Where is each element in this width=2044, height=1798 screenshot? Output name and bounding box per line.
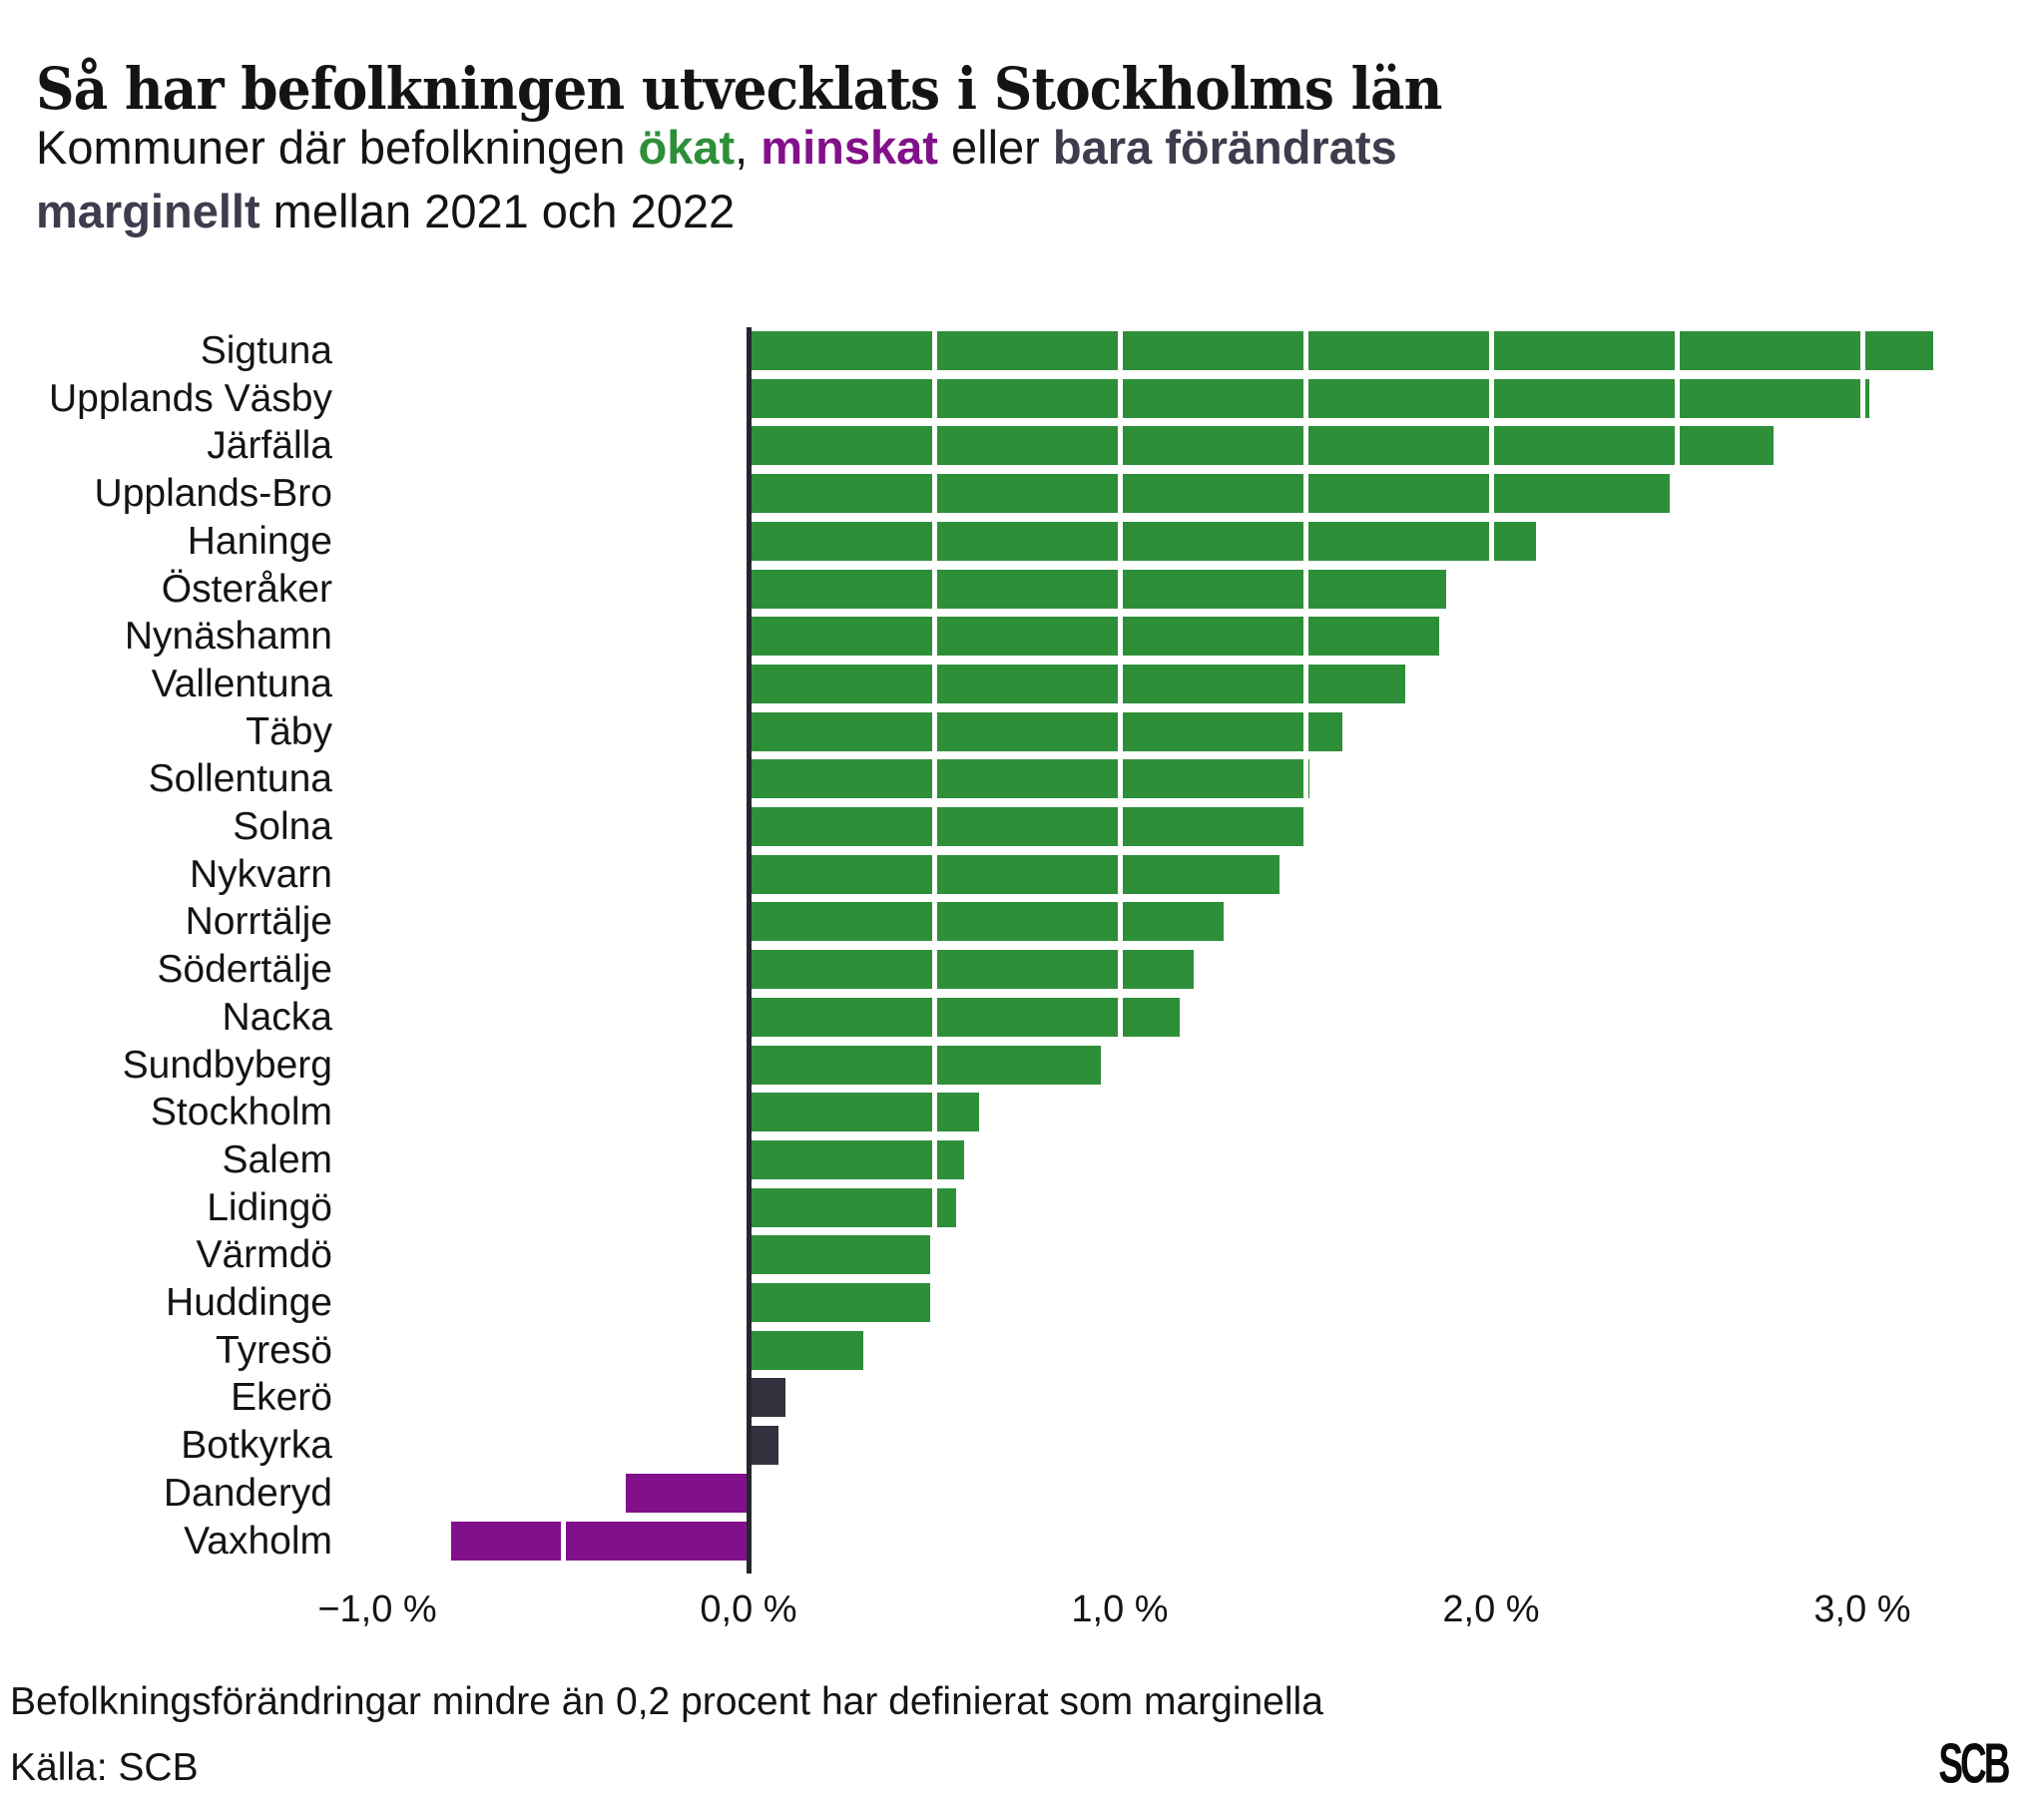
bar-sigtuna [749,331,1933,370]
subtitle-segment-green: ökat [638,121,736,174]
x-tick-label: 0,0 % [700,1588,797,1630]
bar--ster-ker [749,569,1447,609]
category-label-sigtuna: Sigtuna [200,329,332,372]
bar-nacka [749,997,1180,1037]
x-tick-label: 3,0 % [1813,1588,1911,1630]
chart-subtitle: Kommuner där befolkningen ökat, minskat … [36,116,1613,243]
category-label-s-dert-lje: Södertälje [157,948,332,992]
footnote: Befolkningsförändringar mindre än 0,2 pr… [10,1680,1323,1723]
scb-logo: SCB [1938,1731,2011,1795]
bar-j-rf-lla [749,426,1774,466]
bar-norrt-lje [749,902,1225,942]
category-label-vaxholm: Vaxholm [184,1519,332,1563]
bar-sundbyberg [749,1045,1102,1085]
source-label: Källa: SCB [10,1746,199,1789]
category-label-liding-: Lidingö [207,1185,332,1229]
subtitle-segment-purple: minskat [761,121,938,174]
category-label-v-rmd-: Värmdö [196,1233,332,1277]
bar-upplands-bro [749,474,1670,514]
bar-nykvarn [749,854,1279,894]
category-label-stockholm: Stockholm [150,1091,332,1134]
bar-s-dert-lje [749,950,1195,990]
category-label-nykvarn: Nykvarn [189,852,332,896]
bar-nyn-shamn [749,617,1439,657]
gridline [931,327,937,1569]
bar-danderyd [626,1473,749,1513]
category-label-t-by: Täby [246,709,332,753]
gridline [1859,327,1865,1569]
category-label-sundbyberg: Sundbyberg [122,1043,332,1087]
subtitle-segment-dark: bara förändrats marginellt [36,121,1397,237]
bar-eker- [749,1378,786,1418]
subtitle-segment-normal: , [735,121,762,174]
category-label-botkyrka: Botkyrka [181,1424,332,1468]
category-label-eker-: Ekerö [231,1376,332,1420]
category-label-solna: Solna [233,805,332,848]
page-title: Så har befolkningen utvecklats i Stockho… [36,54,1442,123]
x-tick-label: −1,0 % [317,1588,437,1630]
bar-v-rmd- [749,1235,931,1275]
bar-botkyrka [749,1426,778,1466]
subtitle-segment-normal: mellan 2021 och 2022 [259,184,736,237]
category-label-haninge: Haninge [187,519,332,563]
category-label-sollentuna: Sollentuna [148,757,332,801]
bar-t-by [749,711,1343,751]
gridline [1117,327,1123,1569]
subtitle-segment-normal: eller [937,121,1053,174]
category-label-danderyd: Danderyd [163,1471,332,1515]
category-label-huddinge: Huddinge [166,1281,332,1324]
bar-tyres- [749,1330,864,1370]
bar-huddinge [749,1283,931,1322]
zero-axis-line [746,327,752,1573]
bar-haninge [749,521,1536,561]
category-label-vallentuna: Vallentuna [151,662,332,705]
bar-solna [749,807,1305,846]
bar-sollentuna [749,759,1309,799]
x-tick-label: 1,0 % [1071,1588,1169,1630]
category-label-upplands-bro: Upplands-Bro [94,472,332,516]
category-label-salem: Salem [222,1137,332,1181]
gridline [1674,327,1680,1569]
subtitle-segment-normal: Kommuner där befolkningen [36,121,639,174]
bar-stockholm [749,1093,979,1132]
category-label-upplands-v-sby: Upplands Väsby [48,376,332,420]
bar-vaxholm [451,1521,749,1561]
bar-upplands-v-sby [749,378,1870,418]
gridline [1488,327,1494,1569]
x-tick-label: 2,0 % [1442,1588,1540,1630]
category-label-tyres-: Tyresö [215,1328,332,1372]
gridline [560,327,566,1569]
bar-vallentuna [749,664,1406,703]
gridline [1302,327,1308,1569]
category-label-nacka: Nacka [222,995,332,1039]
bar-salem [749,1139,964,1179]
category-label--ster-ker: Österåker [161,567,332,611]
category-label-nyn-shamn: Nynäshamn [124,615,332,659]
category-label-norrt-lje: Norrtälje [185,900,332,944]
bar-liding- [749,1187,957,1227]
category-label-j-rf-lla: Järfälla [207,424,332,468]
